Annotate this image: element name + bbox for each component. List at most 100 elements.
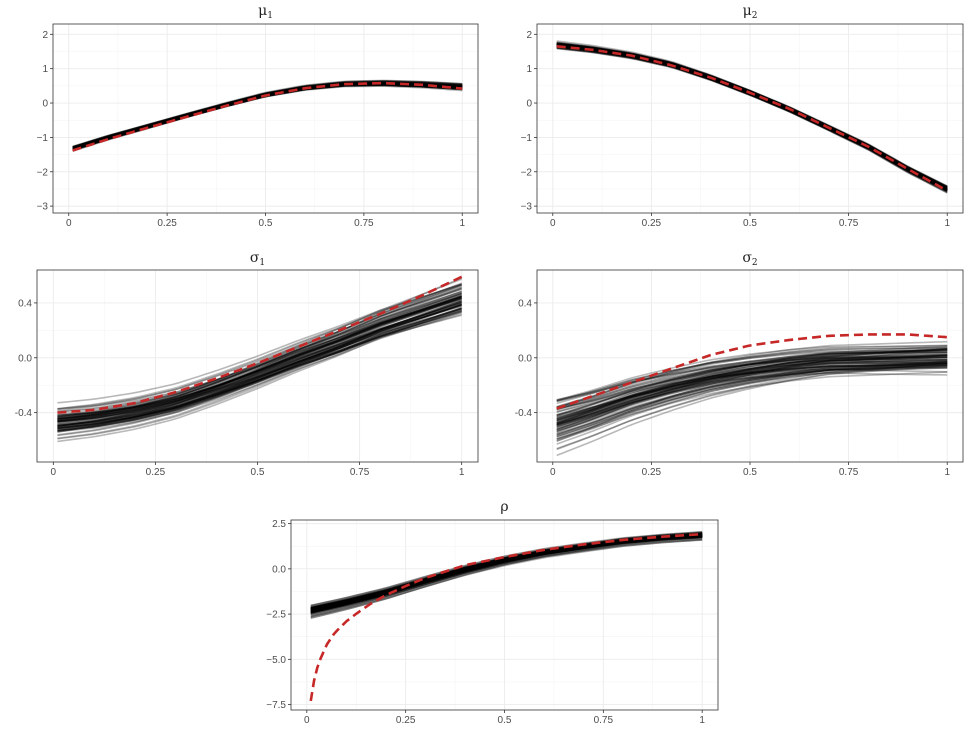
- y-tick-label: 0: [42, 99, 48, 110]
- x-tick-label: 0.5: [251, 467, 265, 478]
- estimate-curve: [556, 349, 948, 417]
- true-curve: [556, 45, 948, 192]
- estimate-curve: [57, 307, 462, 428]
- y-tick-label: 2.5: [272, 519, 286, 530]
- estimate-curve: [310, 534, 703, 612]
- estimate-curve: [57, 292, 462, 423]
- estimate-curve: [72, 81, 463, 148]
- estimate-curve: [556, 364, 948, 442]
- estimate-curve: [310, 534, 703, 610]
- estimate-curve: [310, 533, 703, 615]
- x-tick-label: 0.5: [259, 218, 273, 229]
- x-tick-label: 0: [66, 218, 72, 229]
- estimate-curve: [556, 350, 948, 410]
- estimate-curve: [556, 45, 948, 189]
- estimate-curve: [556, 42, 948, 190]
- estimate-curve: [57, 305, 462, 417]
- estimate-curve: [556, 356, 948, 422]
- estimate-curve: [556, 43, 948, 191]
- estimate-curve: [57, 310, 462, 425]
- estimate-curve: [72, 82, 463, 148]
- estimate-curve: [57, 303, 462, 427]
- estimate-curve: [72, 80, 463, 149]
- estimate-curve: [310, 536, 703, 613]
- estimate-curve: [57, 301, 462, 425]
- estimate-curve: [556, 45, 948, 191]
- estimate-curve: [72, 81, 463, 149]
- estimate-curve: [72, 80, 463, 149]
- estimate-curve: [556, 351, 948, 409]
- estimate-curve: [556, 45, 948, 190]
- estimate-curve: [57, 297, 462, 432]
- x-tick-label: 0.25: [146, 467, 166, 478]
- estimate-curve: [556, 354, 948, 429]
- x-tick-label: 0.25: [642, 218, 662, 229]
- estimate-curve: [310, 535, 703, 613]
- estimate-curve: [556, 44, 948, 192]
- estimate-curve: [310, 534, 703, 612]
- panel-title: μ2: [743, 3, 758, 21]
- x-tick-label: 0: [550, 467, 556, 478]
- y-tick-label: −3: [521, 202, 533, 213]
- grid: [37, 270, 478, 462]
- x-tick-label: 0: [51, 467, 57, 478]
- estimate-curve: [556, 367, 948, 427]
- estimate-curve: [556, 42, 948, 188]
- estimate-curve: [556, 45, 948, 192]
- estimate-curve: [556, 347, 948, 421]
- estimate-curve: [57, 311, 462, 427]
- estimate-curve: [57, 301, 462, 422]
- estimate-curve: [310, 535, 703, 611]
- estimate-curve: [556, 43, 948, 190]
- x-tick-label: 0.5: [743, 218, 757, 229]
- estimate-curve: [556, 46, 948, 190]
- estimate-curve: [310, 535, 703, 609]
- estimate-curve: [72, 79, 463, 148]
- y-tick-label: 1: [526, 64, 532, 75]
- estimate-curve: [310, 538, 703, 614]
- estimate-curve: [556, 46, 948, 192]
- panel-title: μ1: [258, 3, 273, 21]
- estimate-curve: [310, 535, 703, 611]
- estimate-curve: [57, 302, 462, 423]
- estimate-curve: [556, 351, 948, 427]
- estimate-curve: [57, 292, 462, 427]
- estimate-curve: [57, 310, 462, 428]
- estimate-curve: [57, 304, 462, 417]
- estimate-curve: [310, 535, 703, 609]
- estimate-curve: [57, 303, 462, 433]
- estimate-curve: [57, 286, 462, 421]
- estimate-curve: [310, 537, 703, 613]
- estimate-curve: [556, 45, 948, 191]
- estimate-curve: [556, 354, 948, 430]
- estimate-curve: [556, 40, 948, 190]
- y-tick-label: 0: [526, 99, 532, 110]
- y-tick-label: −3: [37, 202, 49, 213]
- estimate-curve: [57, 288, 462, 410]
- y-tick-label: 1: [42, 64, 48, 75]
- estimate-curve: [556, 45, 948, 191]
- estimate-curve: [556, 368, 948, 410]
- estimate-curve: [57, 287, 462, 420]
- estimate-curve: [310, 534, 703, 612]
- estimate-curve: [310, 534, 703, 611]
- estimate-curve: [310, 535, 703, 610]
- estimate-curve: [310, 534, 703, 618]
- estimate-curve: [556, 43, 948, 189]
- y-tick-label: −1: [521, 133, 533, 144]
- data-layer: [556, 333, 948, 457]
- estimate-curve: [556, 44, 948, 192]
- estimate-curve: [556, 43, 948, 188]
- estimate-curve: [556, 359, 948, 425]
- estimate-curve: [556, 44, 948, 191]
- estimate-curve: [310, 536, 703, 613]
- estimate-curve: [57, 298, 462, 420]
- estimate-curve: [556, 44, 948, 188]
- estimate-curve: [72, 80, 463, 149]
- estimate-curve: [57, 303, 462, 430]
- estimate-curve: [57, 295, 462, 422]
- estimate-curve: [72, 81, 463, 149]
- estimate-curve: [57, 314, 462, 416]
- x-tick-label: 0.75: [594, 715, 614, 726]
